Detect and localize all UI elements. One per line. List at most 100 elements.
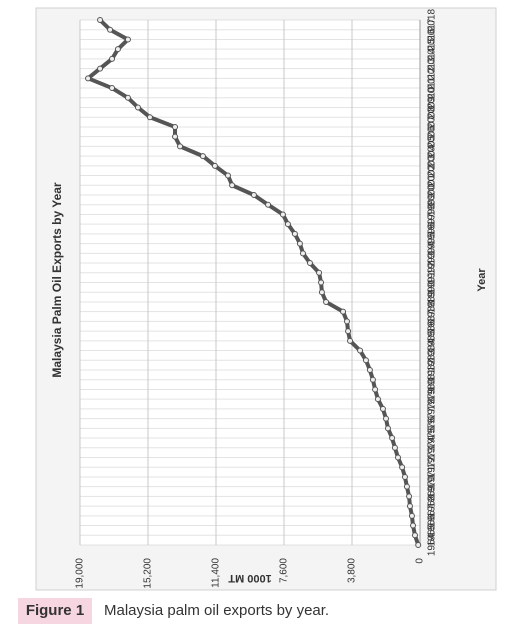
point <box>211 162 218 169</box>
x-tick-label: 1988 <box>427 300 438 323</box>
x-tick-label: 1966 <box>427 514 438 537</box>
x-tick-label: 1981 <box>427 368 438 391</box>
y-tick-label: 19,000 <box>75 558 86 589</box>
x-tick-label: 1967 <box>427 504 438 527</box>
x-tick-label: 2016 <box>427 28 438 51</box>
x-tick-label: 1993 <box>427 251 438 274</box>
x-tick-label: 2010 <box>427 86 438 109</box>
x-tick-label: 1986 <box>427 320 438 343</box>
point <box>366 367 373 373</box>
point <box>372 386 379 393</box>
point <box>284 221 291 228</box>
point <box>408 512 415 519</box>
x-tick-label: 2003 <box>427 154 438 177</box>
point <box>279 211 286 218</box>
chart-title: Malaysia Palm Oil Exports by Year <box>50 182 64 378</box>
x-tick-label: 1968 <box>427 495 438 518</box>
x-tick-label: 2008 <box>427 106 438 129</box>
point <box>318 289 325 296</box>
x-axis-title: Year <box>476 268 488 292</box>
y-tick-label: 0 <box>415 558 426 564</box>
y-axis-title: 1000 MT <box>228 572 272 584</box>
x-tick-label: 1998 <box>427 203 438 226</box>
x-tick-label: 2013 <box>427 57 438 80</box>
x-tick-label: 2007 <box>427 115 438 138</box>
point <box>114 46 121 53</box>
point <box>379 405 386 412</box>
x-tick-label: 1976 <box>427 417 438 440</box>
point <box>410 522 417 529</box>
x-tick-label: 1980 <box>427 378 438 401</box>
x-tick-label: 1978 <box>427 397 438 420</box>
point <box>296 240 303 247</box>
x-tick-label: 2002 <box>427 164 438 187</box>
point <box>250 192 257 198</box>
x-tick-label: 1996 <box>427 222 438 245</box>
point <box>316 269 323 276</box>
x-tick-label: 1989 <box>427 290 438 313</box>
x-tick-label: 1965 <box>427 524 438 547</box>
point <box>394 454 401 461</box>
x-tick-label: 1982 <box>427 358 438 381</box>
point <box>109 85 116 92</box>
x-tick-label: 1979 <box>427 388 438 411</box>
point <box>347 337 354 344</box>
point <box>109 55 116 62</box>
point <box>391 444 398 451</box>
x-tick-label: 1983 <box>427 349 438 372</box>
x-tick-label: 2001 <box>427 174 438 197</box>
y-tick-label: 7,600 <box>279 558 290 583</box>
point <box>401 473 408 480</box>
point <box>224 172 231 179</box>
x-tick-label: 2004 <box>427 145 438 168</box>
point <box>134 104 141 111</box>
x-tick-label: 1987 <box>427 310 438 333</box>
x-tick-label: 2012 <box>427 67 438 90</box>
x-tick-label: 1964 <box>427 533 438 556</box>
point <box>357 347 364 354</box>
point <box>340 308 347 315</box>
x-tick-label: 1992 <box>427 261 438 284</box>
point <box>399 464 406 471</box>
point <box>124 36 131 43</box>
x-tick-label: 1972 <box>427 456 438 479</box>
point <box>265 201 272 208</box>
point <box>318 279 325 286</box>
x-tick-label: 1969 <box>427 485 438 508</box>
x-tick-label: 2006 <box>427 125 438 148</box>
x-tick-label: 1991 <box>427 271 438 294</box>
point <box>384 425 391 432</box>
caption-label-box <box>18 598 92 624</box>
x-tick-label: 1984 <box>427 339 438 362</box>
x-tick-label: 1973 <box>427 446 438 469</box>
point <box>403 483 410 490</box>
point <box>406 503 413 510</box>
point <box>229 182 236 189</box>
point <box>97 17 104 23</box>
point <box>146 114 153 121</box>
point <box>306 260 313 267</box>
x-tick-label: 1995 <box>427 232 438 255</box>
x-tick-label: 1975 <box>427 426 438 449</box>
x-tick-label: 1990 <box>427 281 438 304</box>
x-tick-label: 1974 <box>427 436 438 459</box>
x-tick-label: 1985 <box>427 329 438 352</box>
x-tick-label: 1971 <box>427 465 438 488</box>
x-tick-label: 2018 <box>427 8 438 31</box>
x-tick-label: 1994 <box>427 242 438 265</box>
point <box>415 542 422 548</box>
point <box>107 26 114 33</box>
point <box>345 328 352 335</box>
y-tick-label: 3,800 <box>347 558 358 583</box>
point <box>97 65 104 72</box>
x-tick-label: 1970 <box>427 475 438 498</box>
y-tick-label: 15,200 <box>143 558 154 589</box>
caption-label: Figure 1 <box>26 602 84 619</box>
x-tick-label: 2015 <box>427 38 438 61</box>
point <box>343 318 350 325</box>
point <box>85 75 92 82</box>
point <box>172 123 179 130</box>
x-tick-label: 2017 <box>427 18 438 41</box>
x-tick-label: 2011 <box>427 77 438 99</box>
